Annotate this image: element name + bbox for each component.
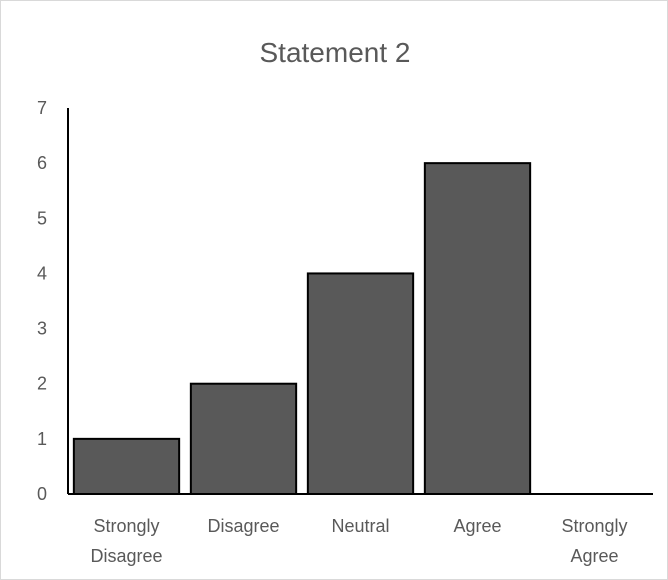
y-tick-label: 1 bbox=[37, 429, 47, 449]
x-tick-label: Strongly Disagree bbox=[90, 516, 162, 566]
x-tick-label: Strongly Agree bbox=[561, 516, 627, 566]
y-tick-label: 2 bbox=[37, 374, 47, 394]
bar bbox=[306, 272, 415, 495]
x-axis-ticks: Strongly Disagree Disagree Neutral Agree Stro… bbox=[90, 516, 627, 566]
y-tick-label: 3 bbox=[37, 319, 47, 339]
y-tick-label: 4 bbox=[37, 263, 47, 283]
bar bbox=[423, 162, 532, 495]
y-tick-label: 0 bbox=[37, 484, 47, 504]
x-tick-label: Disagree bbox=[207, 516, 279, 536]
chart-title: Statement 2 bbox=[259, 37, 411, 68]
y-tick-label: 7 bbox=[37, 98, 47, 118]
y-tick-label: 6 bbox=[37, 153, 47, 173]
bar bbox=[72, 437, 181, 496]
bars bbox=[72, 162, 532, 496]
y-axis-ticks: 0 1 2 3 4 5 6 7 bbox=[37, 98, 47, 504]
y-tick-label: 5 bbox=[37, 208, 47, 228]
x-tick-label: Agree bbox=[453, 516, 501, 536]
bar bbox=[189, 382, 298, 496]
x-tick-label: Neutral bbox=[331, 516, 389, 536]
